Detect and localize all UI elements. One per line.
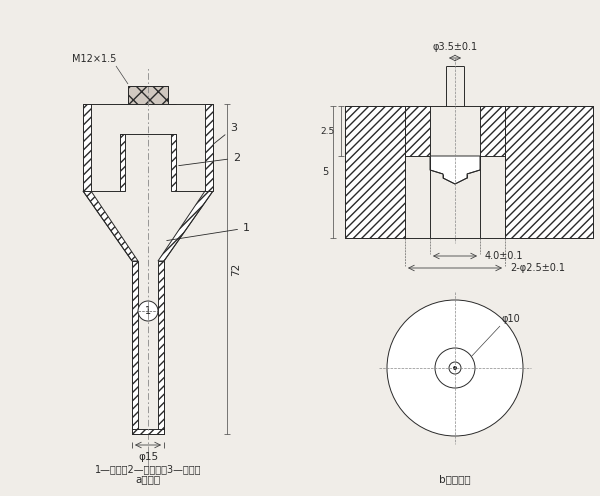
Text: 1: 1 xyxy=(145,306,151,316)
Text: 2.5: 2.5 xyxy=(321,126,335,135)
Text: 2: 2 xyxy=(179,153,240,166)
Text: 1: 1 xyxy=(167,223,250,241)
Text: 1—基座；2—噴端芯；3—噴端程: 1—基座；2—噴端芯；3—噴端程 xyxy=(95,464,201,474)
Text: 3: 3 xyxy=(213,123,237,144)
Circle shape xyxy=(435,348,475,388)
Circle shape xyxy=(449,362,461,374)
Circle shape xyxy=(454,367,457,370)
Text: 5: 5 xyxy=(322,167,328,177)
Polygon shape xyxy=(480,106,505,156)
Polygon shape xyxy=(345,106,405,238)
Text: a）噴嘴: a）噴嘴 xyxy=(136,474,161,484)
Polygon shape xyxy=(158,261,164,434)
Text: 2-φ2.5±0.1: 2-φ2.5±0.1 xyxy=(510,263,565,273)
Polygon shape xyxy=(505,106,593,238)
Polygon shape xyxy=(405,106,430,156)
Polygon shape xyxy=(83,191,138,261)
Text: 4.0±0.1: 4.0±0.1 xyxy=(485,251,523,261)
Text: 72: 72 xyxy=(231,262,241,276)
Polygon shape xyxy=(158,191,213,261)
Polygon shape xyxy=(205,104,213,191)
Polygon shape xyxy=(128,86,168,104)
Text: M12×1.5: M12×1.5 xyxy=(71,54,116,64)
Polygon shape xyxy=(171,134,176,191)
Circle shape xyxy=(387,300,523,436)
Text: b）噴端芯: b）噴端芯 xyxy=(439,474,471,484)
Polygon shape xyxy=(120,134,125,191)
Text: φ15: φ15 xyxy=(138,452,158,462)
Circle shape xyxy=(138,301,158,321)
Polygon shape xyxy=(132,261,138,434)
Text: φ3.5±0.1: φ3.5±0.1 xyxy=(433,42,478,52)
Polygon shape xyxy=(132,429,164,434)
Text: φ10: φ10 xyxy=(502,314,521,324)
Polygon shape xyxy=(430,156,480,184)
Polygon shape xyxy=(83,104,91,191)
